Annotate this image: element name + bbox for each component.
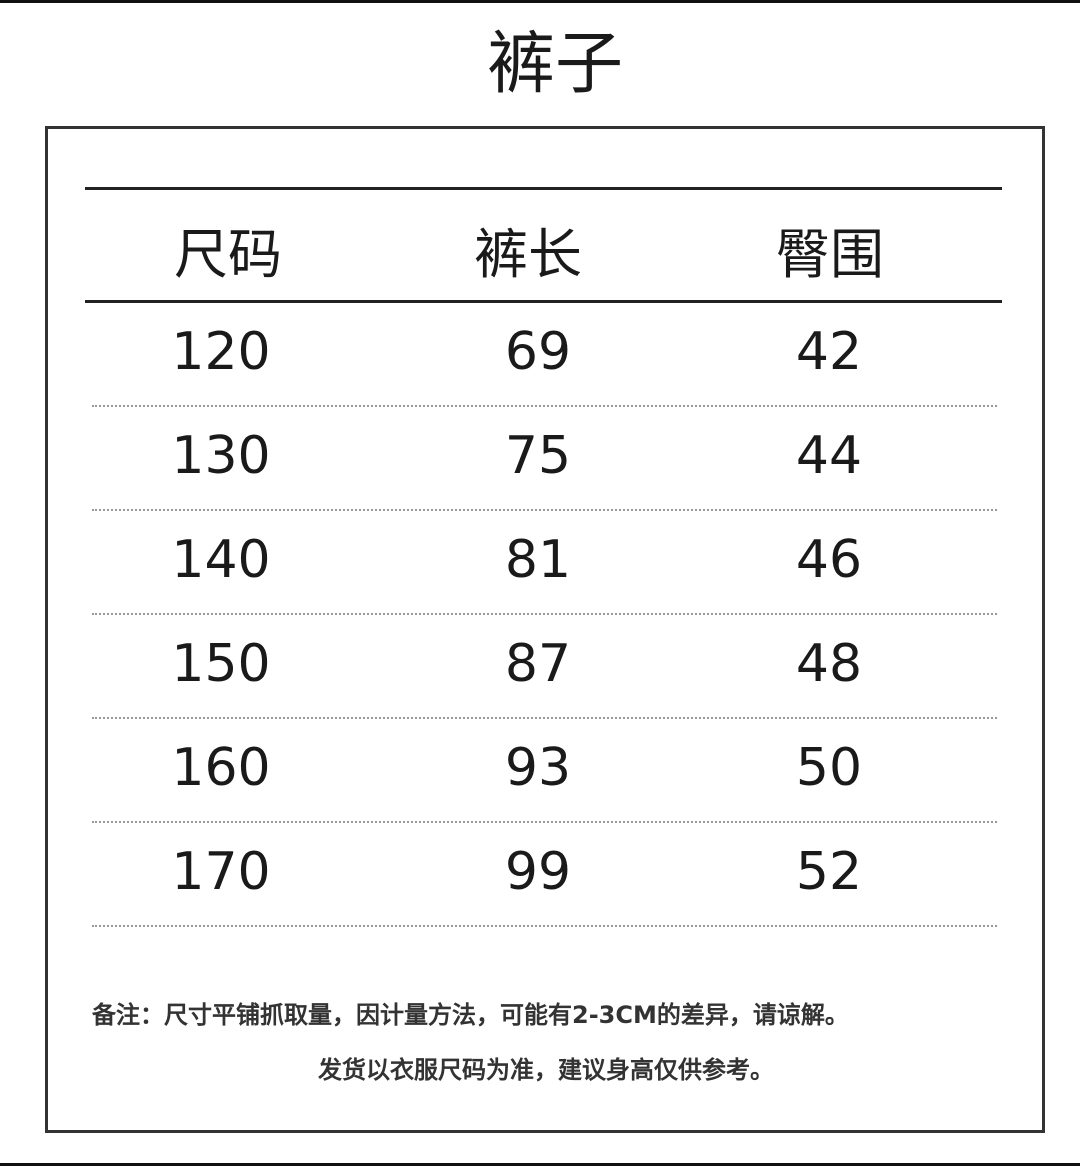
table-cell: 160 (171, 738, 271, 798)
table-cell: 44 (795, 426, 863, 486)
table-cell: 81 (504, 530, 572, 590)
header-cell: 尺码 (174, 223, 282, 286)
row-divider (92, 509, 997, 511)
table-cell: 52 (795, 842, 863, 902)
table-cell: 99 (504, 842, 572, 902)
table-cell: 48 (795, 634, 863, 694)
table-cell: 120 (171, 322, 271, 382)
table-cell: 87 (504, 634, 572, 694)
bottom-edge (0, 1163, 1080, 1166)
top-edge (0, 0, 1080, 3)
table-cell: 69 (504, 322, 572, 382)
title: 裤子 (486, 25, 623, 104)
row-divider (92, 613, 997, 615)
table-cell: 130 (171, 426, 271, 486)
table-cell: 150 (171, 634, 271, 694)
table-cell: 75 (504, 426, 572, 486)
table-cell: 170 (171, 842, 271, 902)
table-cell: 42 (795, 322, 863, 382)
header-cell: 臀围 (776, 223, 884, 286)
row-divider (92, 717, 997, 719)
note: 发货以衣服尺码为准，建议身高仅供参考。 (318, 1056, 774, 1084)
table-cell: 50 (795, 738, 863, 798)
table-cell: 140 (171, 530, 271, 590)
row-divider (92, 821, 997, 823)
note: 备注：尺寸平铺抓取量，因计量方法，可能有2-3CM的差异，请谅解。 (92, 1001, 849, 1029)
table-frame (45, 126, 1045, 1133)
table-cell: 93 (504, 738, 572, 798)
header-top-rule (85, 187, 1002, 190)
table-cell: 46 (795, 530, 863, 590)
header-cell: 裤长 (474, 223, 582, 286)
row-divider (92, 925, 997, 927)
header-bottom-rule (85, 300, 1002, 303)
row-divider (92, 405, 997, 407)
